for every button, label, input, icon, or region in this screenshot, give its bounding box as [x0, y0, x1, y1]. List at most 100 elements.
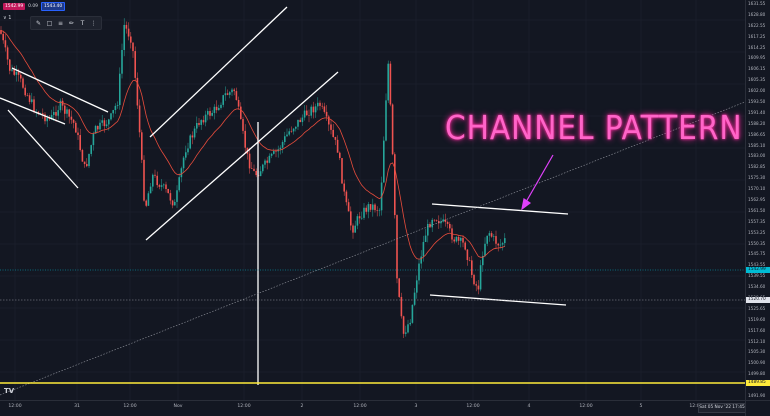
chart-area[interactable]: 1542.99 0.09 1543.40 ∨ 1 ✎ □ ≡ ✏ T ⋮ CHA…	[0, 0, 745, 400]
price-tick-label: 1550.35	[748, 240, 766, 246]
text-icon[interactable]: T	[80, 19, 85, 27]
time-axis[interactable]: 12:00 31 12:00 Nov 12:00 2 12:00 3 12:00 4 12:00 5 1…	[0, 400, 745, 416]
moving-average-line	[0, 30, 505, 260]
candle-body	[358, 216, 361, 219]
candle-body	[475, 284, 477, 286]
candle-body	[455, 236, 458, 242]
candle-body	[462, 237, 464, 243]
candle-body	[125, 24, 128, 29]
candle-body	[484, 243, 486, 256]
candle-body	[251, 168, 253, 169]
candle-body	[288, 131, 290, 135]
candle-body	[15, 71, 18, 75]
candle-body	[418, 263, 420, 281]
candle-body	[20, 74, 22, 79]
candle-body	[290, 131, 293, 132]
candle-body	[457, 236, 460, 241]
price-tick-label: 1562.95	[748, 197, 766, 202]
candle-body	[53, 112, 55, 115]
candle-body	[33, 99, 35, 112]
sell-price-button[interactable]: 1542.99	[3, 2, 26, 10]
price-axis[interactable]: 1631.55 1628.80 1622.55 1617.25 1614.25 1609.…	[745, 0, 770, 400]
candle-body	[167, 189, 169, 194]
candle-body	[59, 100, 62, 111]
candle-body	[464, 242, 466, 250]
candle-body	[108, 119, 110, 125]
trend-lines[interactable]	[0, 6, 569, 385]
trend-line	[0, 97, 66, 125]
price-tick-label: 1609.95	[748, 55, 766, 61]
time-tick-label: 31	[74, 404, 80, 409]
candle-body	[411, 304, 414, 323]
time-tick-label: 12:00	[8, 404, 22, 409]
candle-body	[224, 93, 227, 96]
candle-body	[103, 120, 106, 127]
candle-body	[398, 278, 400, 297]
legend-toggle[interactable]: ∨ 1	[3, 15, 12, 21]
candle-body	[147, 193, 150, 206]
candle-body	[26, 95, 29, 96]
settings-icon[interactable]: ⋮	[90, 19, 97, 27]
candle-body	[407, 324, 409, 333]
candle-body	[44, 114, 46, 122]
candle-body	[182, 157, 185, 169]
candle-body	[81, 150, 84, 162]
candle-body	[213, 106, 216, 113]
candle-body	[9, 59, 11, 71]
price-tick-label: 1512.10	[748, 338, 766, 344]
candle-body	[442, 219, 444, 222]
trend-line	[145, 71, 339, 241]
trend-line	[149, 6, 288, 138]
candle-body	[363, 207, 365, 218]
candle-body	[198, 122, 200, 125]
candle-body	[119, 73, 121, 106]
candle-body	[4, 40, 7, 48]
candle-body	[284, 136, 286, 142]
price-tick-label: 1605.35	[748, 77, 766, 83]
candle-body	[477, 285, 480, 290]
candle-body	[17, 71, 20, 75]
candle-body	[504, 238, 506, 244]
candle-body	[332, 129, 334, 137]
candle-body	[367, 204, 370, 212]
candle-body	[215, 106, 218, 111]
candle-body	[187, 148, 189, 153]
candle-body	[471, 260, 473, 275]
candle-body	[99, 122, 101, 130]
price-tick-label: 1583.00	[748, 153, 766, 159]
buy-price-button[interactable]: 1543.40	[40, 1, 66, 11]
candle-body	[343, 183, 345, 192]
measure-icon[interactable]: ≡	[57, 19, 64, 27]
time-tick-label: 12:00	[579, 404, 593, 409]
candle-body	[376, 210, 378, 211]
candle-body	[235, 91, 238, 101]
time-tick-label: 3	[414, 404, 418, 409]
candle-body	[341, 158, 343, 184]
candle-body	[152, 174, 154, 187]
candle-body	[48, 118, 51, 120]
rectangle-icon[interactable]: □	[46, 19, 53, 27]
candle-body	[171, 200, 174, 206]
candle-body	[306, 110, 308, 116]
price-chart[interactable]	[0, 0, 745, 400]
candle-body	[433, 219, 436, 221]
tradingview-logo[interactable]: TV	[4, 387, 15, 395]
candle-body	[495, 236, 497, 244]
candle-body	[460, 237, 462, 241]
candle-body	[356, 216, 359, 226]
spread-value: 0.09	[28, 3, 38, 9]
price-tick-label: 1519.60	[748, 316, 766, 322]
candle-body	[46, 118, 48, 122]
candle-body	[312, 106, 315, 113]
candle-body	[308, 115, 310, 116]
candle-body	[299, 119, 301, 123]
candle-body	[259, 171, 262, 177]
axis-corner	[745, 400, 770, 416]
candle-body	[200, 120, 202, 125]
brush-icon[interactable]: ✎	[35, 19, 42, 27]
candle-body	[110, 113, 112, 120]
candle-body	[55, 112, 57, 116]
candle-body	[242, 119, 244, 131]
pencil-icon[interactable]: ✏	[68, 19, 75, 27]
arrow-annotation	[521, 154, 554, 211]
